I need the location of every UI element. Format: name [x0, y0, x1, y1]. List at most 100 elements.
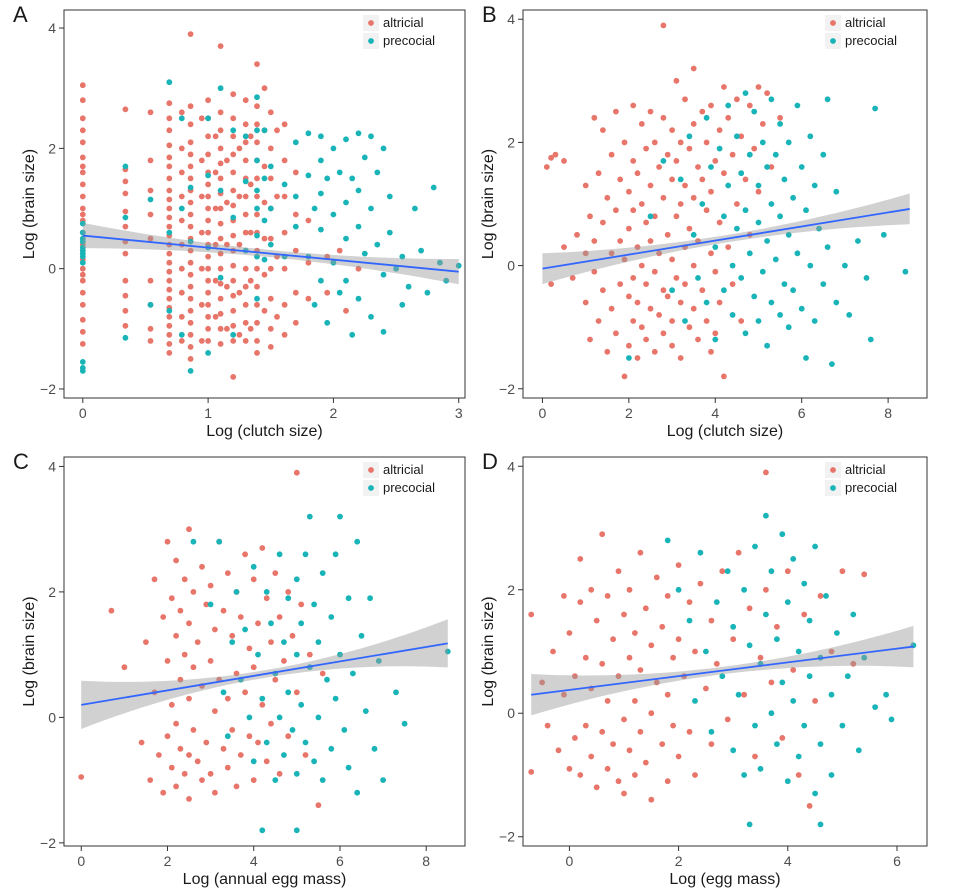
data-point — [261, 307, 268, 314]
y-tick-label: 2 — [507, 134, 515, 150]
data-point — [735, 549, 742, 556]
data-point — [205, 325, 212, 332]
data-point — [708, 164, 714, 170]
data-point — [281, 121, 288, 128]
data-point — [147, 277, 154, 284]
data-point — [79, 359, 86, 365]
data-point — [147, 325, 154, 332]
data-point — [122, 163, 129, 170]
data-point — [79, 259, 86, 266]
data-point — [725, 244, 732, 251]
data-point — [659, 623, 666, 630]
legend: altricial precocial — [363, 462, 435, 496]
data-point — [173, 557, 180, 564]
data-point — [355, 130, 362, 137]
data-point — [638, 121, 645, 127]
data-point — [302, 752, 309, 758]
y-tick-label: 0 — [507, 258, 515, 274]
data-point — [122, 223, 129, 230]
data-point — [268, 620, 274, 627]
data-point — [742, 176, 749, 183]
data-point — [187, 307, 194, 314]
data-point — [187, 238, 194, 245]
data-point — [716, 127, 723, 133]
data-point — [659, 741, 666, 747]
data-point — [79, 127, 86, 134]
data-point — [311, 601, 317, 608]
data-point — [315, 714, 322, 721]
panel-a: A 0 1 2 3 −2 0 2 4 Log (clutch size) Log (brain si… — [13, 2, 466, 440]
data-point — [168, 764, 175, 771]
data-point — [716, 299, 723, 306]
data-point — [332, 551, 339, 558]
y-tick-label: 4 — [48, 20, 56, 36]
data-point — [591, 238, 598, 244]
data-point — [79, 211, 86, 218]
data-point — [254, 121, 260, 128]
data-point — [572, 735, 578, 741]
data-point — [293, 827, 300, 834]
data-point — [664, 151, 671, 158]
data-point — [212, 205, 219, 212]
data-point — [626, 293, 632, 300]
data-point — [276, 614, 283, 620]
data-point — [187, 121, 194, 128]
data-point — [675, 636, 682, 643]
data-point — [820, 151, 827, 158]
data-point — [186, 695, 192, 702]
data-point — [274, 313, 280, 320]
data-point — [220, 745, 227, 752]
data-point — [608, 305, 615, 312]
panel-letter: B — [482, 2, 497, 27]
data-point — [281, 181, 288, 188]
y-axis-label: Log (brain size) — [21, 149, 38, 259]
plot-frame — [522, 456, 928, 847]
data-point — [254, 319, 260, 326]
data-point — [768, 96, 775, 103]
data-point — [272, 676, 279, 683]
data-point — [757, 654, 764, 661]
data-point — [600, 287, 606, 294]
data-point — [259, 701, 266, 708]
data-point — [368, 205, 374, 212]
data-point — [147, 338, 154, 344]
data-point — [656, 312, 662, 318]
data-point — [224, 695, 231, 702]
data-point — [632, 772, 638, 778]
data-point — [79, 181, 86, 188]
data-point — [673, 275, 680, 281]
data-point — [637, 728, 644, 735]
data-point — [368, 133, 374, 140]
data-point — [216, 538, 223, 545]
data-point — [319, 670, 326, 677]
data-point — [811, 318, 818, 324]
data-point — [670, 722, 676, 729]
data-point — [212, 241, 219, 248]
data-point — [207, 658, 214, 664]
data-point — [274, 193, 280, 200]
data-point — [164, 538, 171, 545]
data-point — [699, 176, 706, 183]
data-point — [164, 733, 171, 740]
data-point — [615, 673, 622, 680]
data-point — [178, 205, 185, 212]
data-point — [187, 319, 194, 326]
data-point — [242, 211, 249, 218]
data-point — [807, 262, 814, 269]
panel-c: C 0 2 4 6 8 −2 0 2 4 Log (annual egg mass) Log (bra… — [13, 449, 466, 888]
data-point — [281, 639, 287, 645]
data-point — [217, 295, 224, 302]
data-point — [281, 331, 288, 338]
data-point — [79, 139, 86, 146]
data-point — [186, 752, 192, 758]
data-point — [198, 115, 205, 122]
data-point — [166, 331, 173, 338]
data-point — [217, 325, 224, 332]
data-point — [682, 182, 688, 189]
data-point — [757, 765, 764, 772]
x-tick-label: 3 — [455, 405, 463, 421]
data-point — [292, 211, 299, 218]
data-point — [648, 796, 655, 803]
data-point — [692, 772, 698, 778]
